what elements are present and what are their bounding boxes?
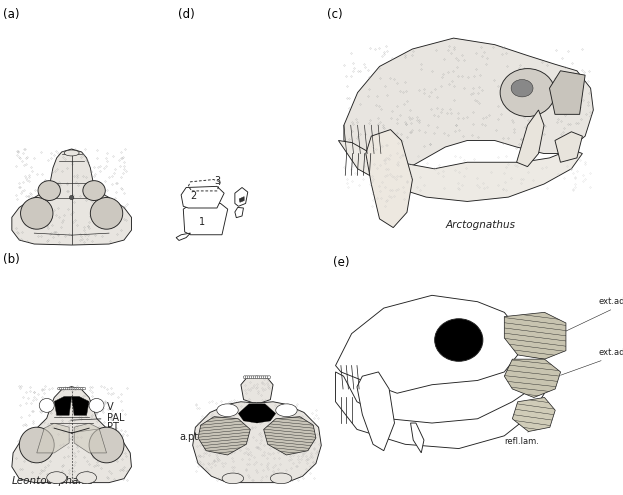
Polygon shape	[183, 203, 228, 235]
Ellipse shape	[249, 376, 252, 379]
Text: 3: 3	[215, 176, 221, 186]
Polygon shape	[193, 402, 321, 483]
Ellipse shape	[245, 376, 249, 379]
Text: (a): (a)	[3, 8, 19, 21]
Text: 2: 2	[191, 191, 197, 201]
Ellipse shape	[82, 387, 86, 390]
Ellipse shape	[59, 387, 63, 390]
Polygon shape	[72, 396, 89, 415]
Polygon shape	[516, 110, 544, 167]
Ellipse shape	[262, 376, 265, 379]
Ellipse shape	[259, 376, 263, 379]
Polygon shape	[336, 296, 518, 393]
Ellipse shape	[254, 376, 257, 379]
Ellipse shape	[247, 376, 250, 379]
Polygon shape	[357, 372, 394, 450]
Ellipse shape	[89, 398, 104, 412]
Polygon shape	[54, 396, 72, 415]
Ellipse shape	[69, 196, 74, 199]
Ellipse shape	[73, 387, 76, 390]
Text: V: V	[70, 402, 113, 412]
Polygon shape	[344, 38, 593, 180]
Ellipse shape	[244, 376, 247, 379]
Polygon shape	[12, 387, 131, 483]
Polygon shape	[181, 186, 224, 208]
Ellipse shape	[57, 387, 61, 390]
Polygon shape	[235, 207, 244, 218]
Polygon shape	[555, 132, 583, 162]
Ellipse shape	[65, 387, 69, 390]
Polygon shape	[257, 404, 276, 423]
Ellipse shape	[75, 387, 78, 390]
Ellipse shape	[511, 80, 533, 97]
Text: ext.add.zyg.: ext.add.zyg.	[561, 348, 623, 375]
Polygon shape	[74, 423, 107, 453]
Ellipse shape	[71, 387, 74, 390]
Ellipse shape	[251, 376, 255, 379]
Text: 1: 1	[199, 217, 205, 227]
Text: (b): (b)	[3, 253, 20, 266]
Polygon shape	[512, 397, 555, 432]
Polygon shape	[505, 359, 561, 397]
Text: refl.lam.: refl.lam.	[505, 417, 539, 446]
Polygon shape	[336, 372, 545, 448]
Text: Arctognathus: Arctognathus	[446, 220, 516, 230]
Ellipse shape	[89, 427, 124, 463]
Ellipse shape	[435, 319, 483, 361]
Ellipse shape	[276, 404, 297, 417]
Ellipse shape	[69, 387, 72, 390]
Ellipse shape	[64, 387, 67, 390]
Text: (c): (c)	[327, 8, 343, 21]
Ellipse shape	[64, 150, 79, 156]
Text: Leontocephalus: Leontocephalus	[12, 476, 94, 486]
Ellipse shape	[78, 387, 82, 390]
Polygon shape	[198, 417, 250, 455]
Polygon shape	[338, 141, 583, 201]
Ellipse shape	[90, 198, 123, 229]
Polygon shape	[238, 404, 257, 423]
Ellipse shape	[267, 376, 270, 379]
Ellipse shape	[80, 387, 84, 390]
Polygon shape	[176, 233, 191, 241]
Text: a.pt.: a.pt.	[179, 428, 225, 442]
Ellipse shape	[217, 404, 238, 417]
Ellipse shape	[77, 387, 80, 390]
Polygon shape	[411, 423, 424, 453]
Ellipse shape	[39, 398, 54, 412]
Text: (d): (d)	[178, 8, 194, 21]
Text: PT: PT	[70, 422, 118, 433]
Ellipse shape	[257, 376, 260, 379]
Polygon shape	[549, 71, 585, 114]
Ellipse shape	[265, 376, 269, 379]
Ellipse shape	[83, 181, 105, 200]
Ellipse shape	[77, 472, 97, 484]
Ellipse shape	[21, 198, 53, 229]
Text: PAL: PAL	[70, 413, 124, 423]
Ellipse shape	[19, 427, 54, 463]
Ellipse shape	[255, 376, 259, 379]
Polygon shape	[241, 376, 273, 403]
Polygon shape	[235, 188, 248, 206]
Text: ext.add.mand.: ext.add.mand.	[563, 297, 623, 333]
Polygon shape	[12, 149, 131, 245]
Polygon shape	[366, 130, 412, 228]
Polygon shape	[37, 423, 69, 453]
Polygon shape	[264, 417, 316, 455]
Ellipse shape	[264, 376, 267, 379]
Ellipse shape	[67, 387, 70, 390]
Ellipse shape	[38, 181, 60, 200]
Ellipse shape	[270, 473, 292, 484]
Ellipse shape	[62, 387, 65, 390]
Ellipse shape	[222, 473, 244, 484]
Ellipse shape	[500, 69, 555, 116]
Polygon shape	[505, 312, 566, 359]
Text: (e): (e)	[333, 256, 350, 269]
Polygon shape	[239, 197, 244, 202]
Ellipse shape	[47, 472, 67, 484]
